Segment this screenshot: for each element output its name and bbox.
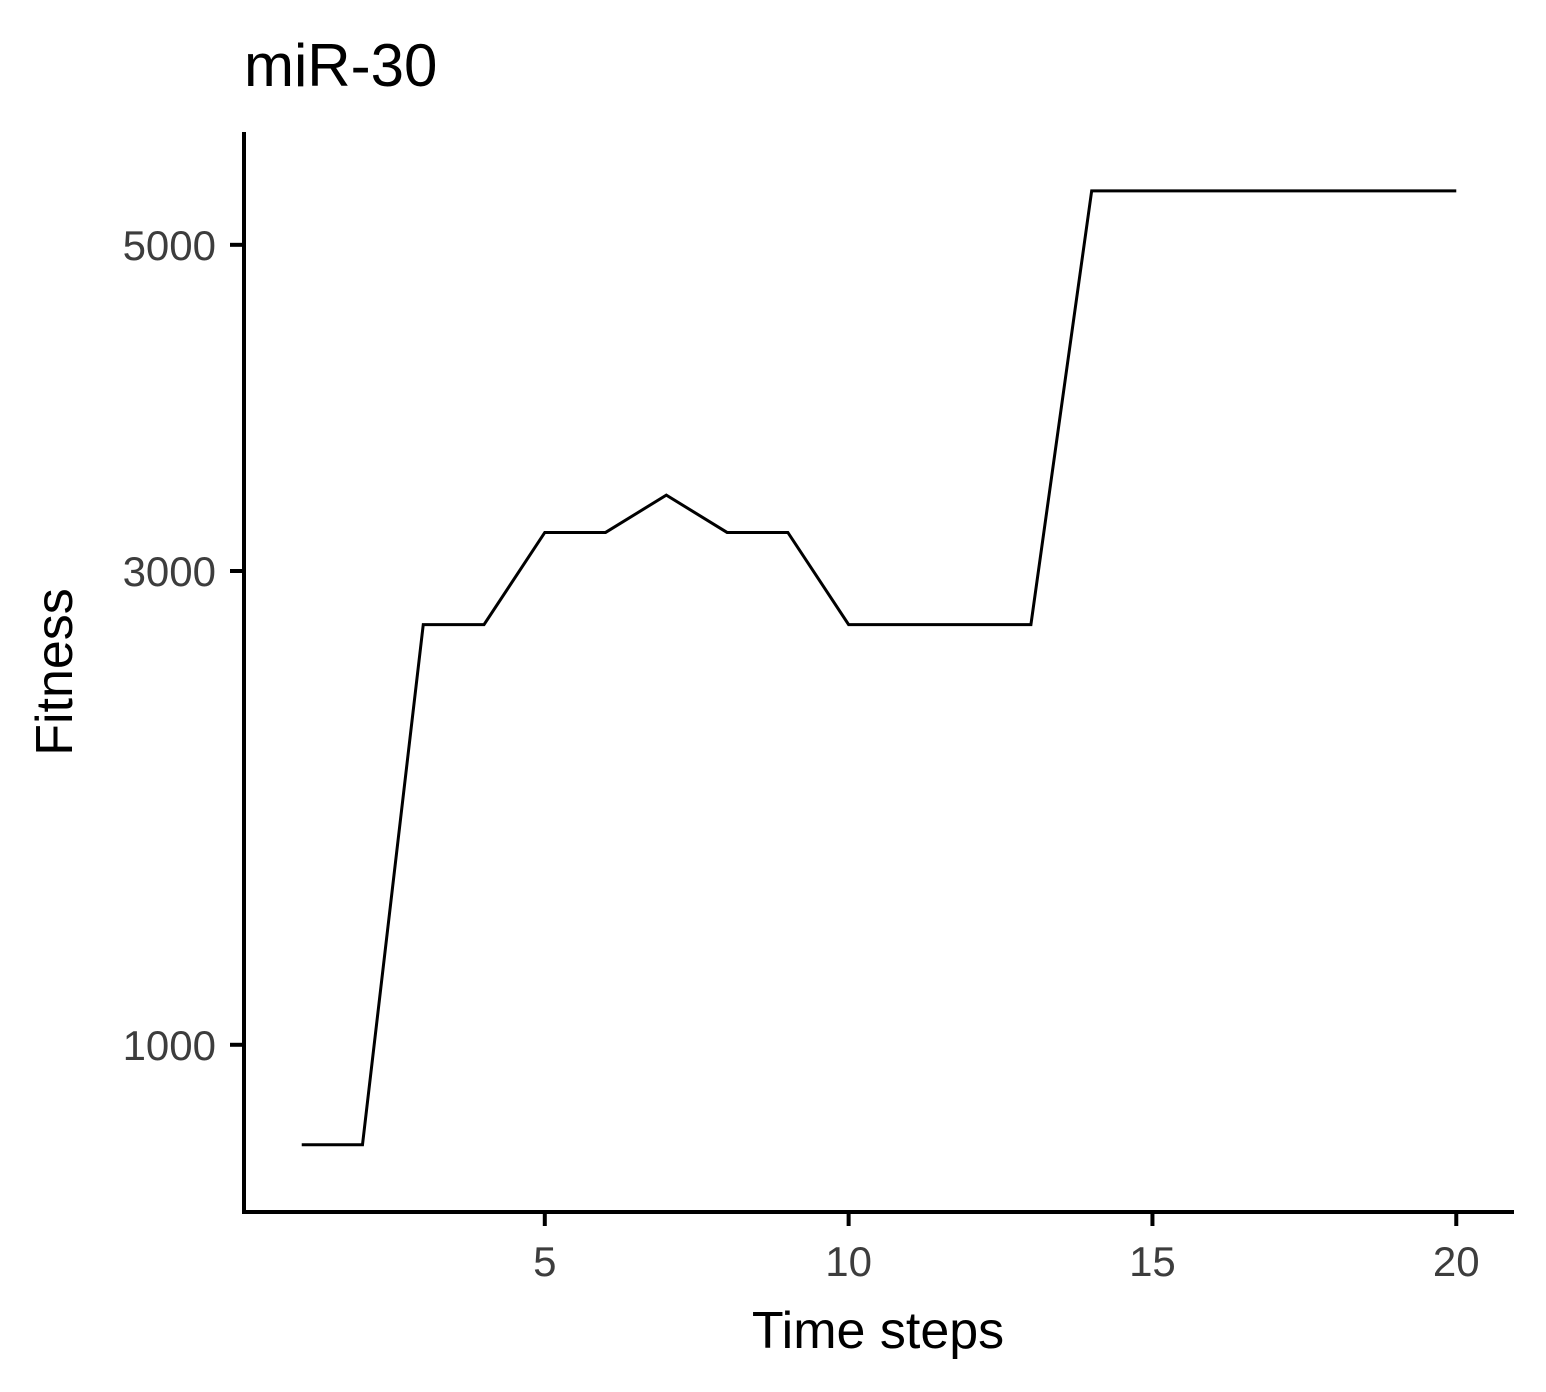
plot-area (301, 189, 1457, 1147)
y-tick-label-1000: 1000 (123, 1022, 216, 1069)
y-axis-ticks: 1000 3000 5000 (123, 222, 244, 1069)
y-tick-label-3000: 3000 (123, 548, 216, 595)
x-axis-title: Time steps (752, 1302, 1004, 1360)
y-tick-label-5000: 5000 (123, 222, 216, 269)
series-line (301, 189, 1457, 1147)
x-tick-label-15: 15 (1129, 1238, 1176, 1285)
y-axis-title: Fitness (26, 588, 84, 756)
x-axis-ticks: 5 10 15 20 (533, 1212, 1480, 1285)
chart-title: miR-30 (244, 32, 437, 99)
x-tick-label-5: 5 (533, 1238, 556, 1285)
x-tick-label-20: 20 (1433, 1238, 1480, 1285)
x-tick-label-10: 10 (825, 1238, 872, 1285)
